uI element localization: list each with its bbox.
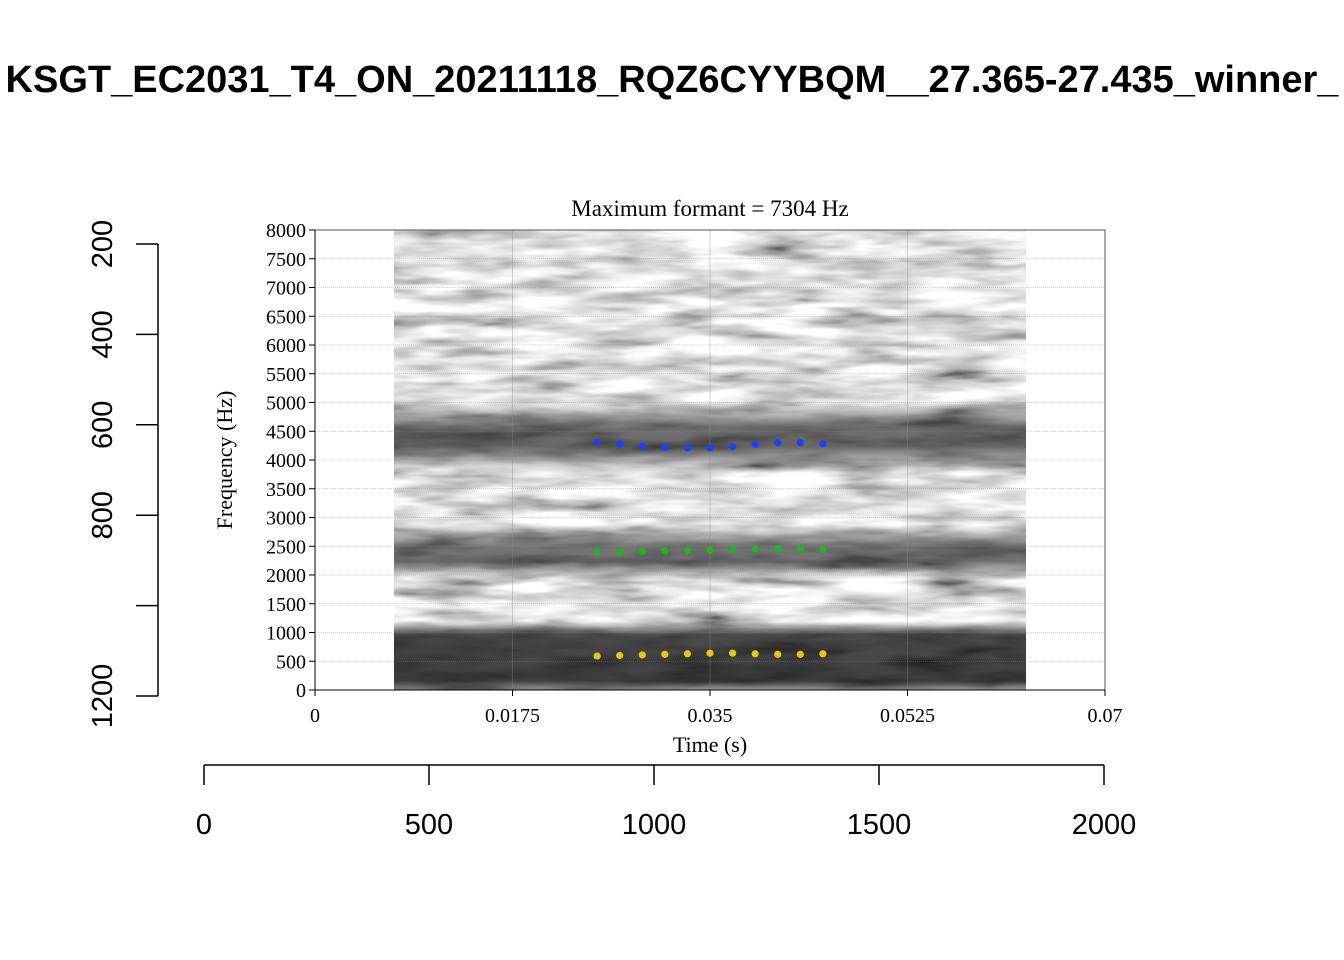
outer-x-tick-label: 1000 [622,809,687,841]
formant-point-series-2 [661,547,669,555]
formant-point-series-1 [728,443,737,451]
inner-y-tick-label: 2000 [266,565,306,587]
formant-point-series-2 [616,547,624,556]
outer-x-tick-label: 1500 [847,809,912,841]
formant-point-series-1 [638,442,646,450]
outer-y-axis: 200 400 600 800 1200 [87,220,159,729]
formant-point-series-2 [638,547,646,556]
figure-title: KSGT_EC2031_T4_ON_20211118_RQZ6CYYBQM__2… [6,59,1340,101]
outer-x-tick-label: 2000 [1072,809,1137,841]
formant-point-series-2 [683,547,692,555]
formant-point-series-3 [751,650,759,658]
formant-point-series-2 [593,547,601,556]
inner-x-tick-label: 0 [310,705,320,727]
inner-x-tick-label: 0.07 [1088,705,1123,727]
inner-y-tick-label: 4000 [266,450,306,472]
formant-point-series-3 [728,649,737,657]
formant-points [593,438,827,660]
outer-x-tick-label: 0 [196,809,212,841]
inner-x-axis: 0 0.0175 0.035 0.0525 0.07 [310,689,1123,727]
outer-y-tick-label: 800 [87,491,119,539]
inner-y-tick-label: 8000 [266,220,306,242]
outer-x-axis: 0 500 1000 1500 2000 [196,764,1137,841]
inner-y-tick-label: 6500 [266,306,306,328]
formant-point-series-1 [796,439,804,447]
formant-point-series-1 [683,444,692,452]
inner-y-tick-label: 500 [276,651,306,673]
inner-y-tick-label: 1000 [266,623,306,645]
inner-y-tick-label: 2500 [266,536,306,558]
inner-x-tick-label: 0.0525 [880,705,935,727]
formant-point-series-2 [819,546,827,554]
formant-point-series-2 [706,546,714,554]
formant-point-series-1 [616,440,624,448]
inner-y-tick-label: 7500 [266,249,306,271]
y-axis-label: Frequency (Hz) [212,391,237,530]
formant-point-series-1 [774,439,782,447]
inner-y-tick-label: 4500 [266,421,306,443]
inner-chart-title: Maximum formant = 7304 Hz [571,196,848,221]
formant-point-series-3 [683,650,692,658]
formant-point-series-2 [751,545,759,553]
inner-y-tick-label: 6000 [266,335,306,357]
x-axis-label: Time (s) [673,732,747,757]
formant-point-series-2 [796,545,804,553]
formant-point-series-3 [796,650,804,658]
formant-point-series-3 [638,651,646,659]
formant-point-series-1 [706,444,714,452]
formant-point-series-3 [706,649,714,657]
inner-y-tick-label: 3500 [266,479,306,501]
outer-x-tick-label: 500 [405,809,453,841]
outer-y-tick-label: 600 [87,401,119,449]
outer-y-tick-label: 400 [87,310,119,358]
formant-point-series-1 [751,440,759,449]
formant-point-series-1 [819,440,827,448]
inner-y-tick-label: 1500 [266,594,306,616]
formant-point-series-3 [774,650,782,658]
outer-y-tick-label: 200 [87,220,119,268]
inner-y-axis: 0 500 1000 1500 2000 2500 3000 3500 4000 4500 5000… [266,220,316,702]
inner-y-tick-label: 3000 [266,508,306,530]
formant-point-series-2 [728,545,737,553]
inner-x-tick-label: 0.0175 [485,705,540,727]
formant-point-series-3 [819,650,827,658]
formant-point-series-3 [616,651,624,660]
inner-y-tick-label: 0 [296,680,306,702]
formant-point-series-3 [661,650,669,658]
formant-point-series-3 [593,652,601,660]
outer-y-tick-label: 1200 [87,664,119,729]
formant-point-series-1 [593,438,601,446]
inner-x-tick-label: 0.035 [688,705,733,727]
formant-point-series-1 [661,443,669,451]
formant-point-series-2 [774,544,782,553]
inner-y-tick-label: 5500 [266,364,306,386]
inner-y-tick-label: 7000 [266,278,306,300]
spectrogram-plot: 0 500 1000 1500 2000 2500 3000 3500 4000 4500 5000… [212,196,1123,757]
inner-y-tick-label: 5000 [266,393,306,415]
